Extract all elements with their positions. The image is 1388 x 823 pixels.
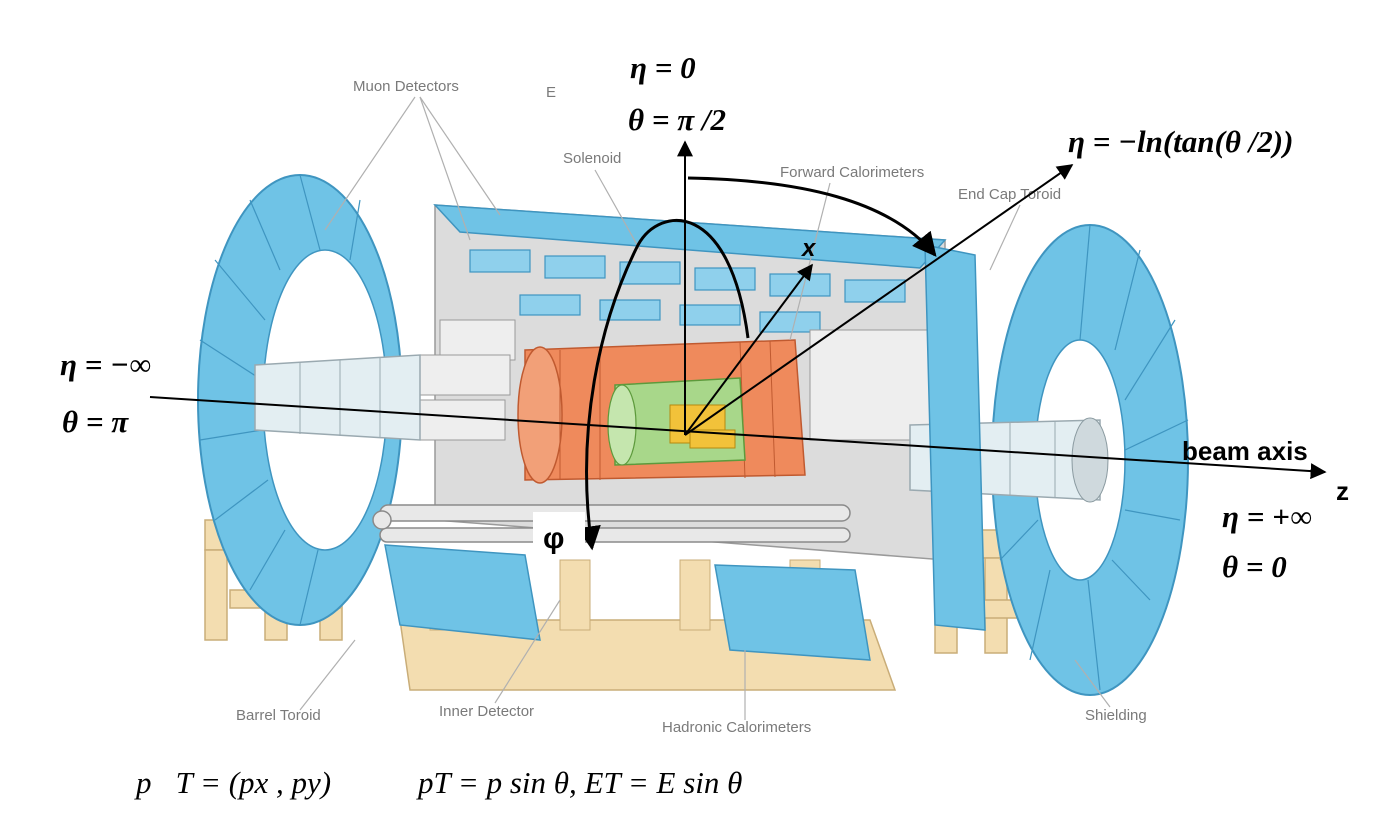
phi-label: φ bbox=[543, 522, 564, 555]
lower-muon-chambers bbox=[384, 544, 871, 661]
solenoid-label: Solenoid bbox=[563, 150, 621, 167]
lower-pipework bbox=[372, 504, 851, 543]
beam-axis-line bbox=[149, 396, 1327, 480]
forward-calorimeters-label: Forward Calorimeters bbox=[780, 164, 924, 181]
component-labels: Muon Detectors E Solenoid Forward Calori… bbox=[236, 78, 1147, 736]
phi-label-background bbox=[533, 512, 585, 558]
top-theta-label: θ = π /2 bbox=[628, 102, 726, 137]
x-axis-label: x bbox=[800, 235, 817, 262]
left-theta-label: θ = π bbox=[62, 404, 129, 439]
detector-illustration bbox=[197, 174, 1189, 696]
end-cap-toroid-label: End Cap Toroid bbox=[958, 186, 1061, 203]
right-theta-label: θ = 0 bbox=[1222, 549, 1287, 584]
inner-detector-cylinder bbox=[607, 377, 746, 466]
beam-axis-label: beam axis bbox=[1182, 436, 1308, 466]
right-eta-label: η = +∞ bbox=[1222, 499, 1312, 534]
theta-arc-arrow bbox=[687, 176, 937, 257]
z-axis-label: z bbox=[1336, 476, 1349, 506]
pt-vector-formula: p⃗T = (px , py) bbox=[134, 765, 331, 800]
barrel-toroid-label: Barrel Toroid bbox=[236, 707, 321, 724]
x-axis-arrow bbox=[684, 263, 813, 436]
phi-arc-arrow bbox=[577, 218, 750, 551]
coordinate-axes bbox=[149, 140, 1327, 551]
inner-detector-label: Inner Detector bbox=[439, 703, 534, 720]
muon-detectors-label: Muon Detectors bbox=[353, 78, 459, 95]
hadronic-calorimeters-label: Hadronic Calorimeters bbox=[662, 719, 811, 736]
end-cap-wall bbox=[924, 244, 986, 631]
pt-scalar-formula: pT = p sin θ, ET = E sin θ bbox=[416, 765, 742, 800]
math-annotations: η = 0 θ = π /2 η = −ln(tan(θ /2)) η = −∞… bbox=[60, 50, 1349, 800]
shielding-label: Shielding bbox=[1085, 707, 1147, 724]
stray-mark-label: E bbox=[546, 84, 556, 101]
left-eta-label: η = −∞ bbox=[60, 347, 151, 382]
eta-formula-label: η = −ln(tan(θ /2)) bbox=[1068, 124, 1293, 159]
top-eta-label: η = 0 bbox=[630, 50, 696, 85]
label-leader-lines bbox=[299, 96, 1111, 720]
eta-direction-arrow bbox=[684, 164, 1074, 436]
